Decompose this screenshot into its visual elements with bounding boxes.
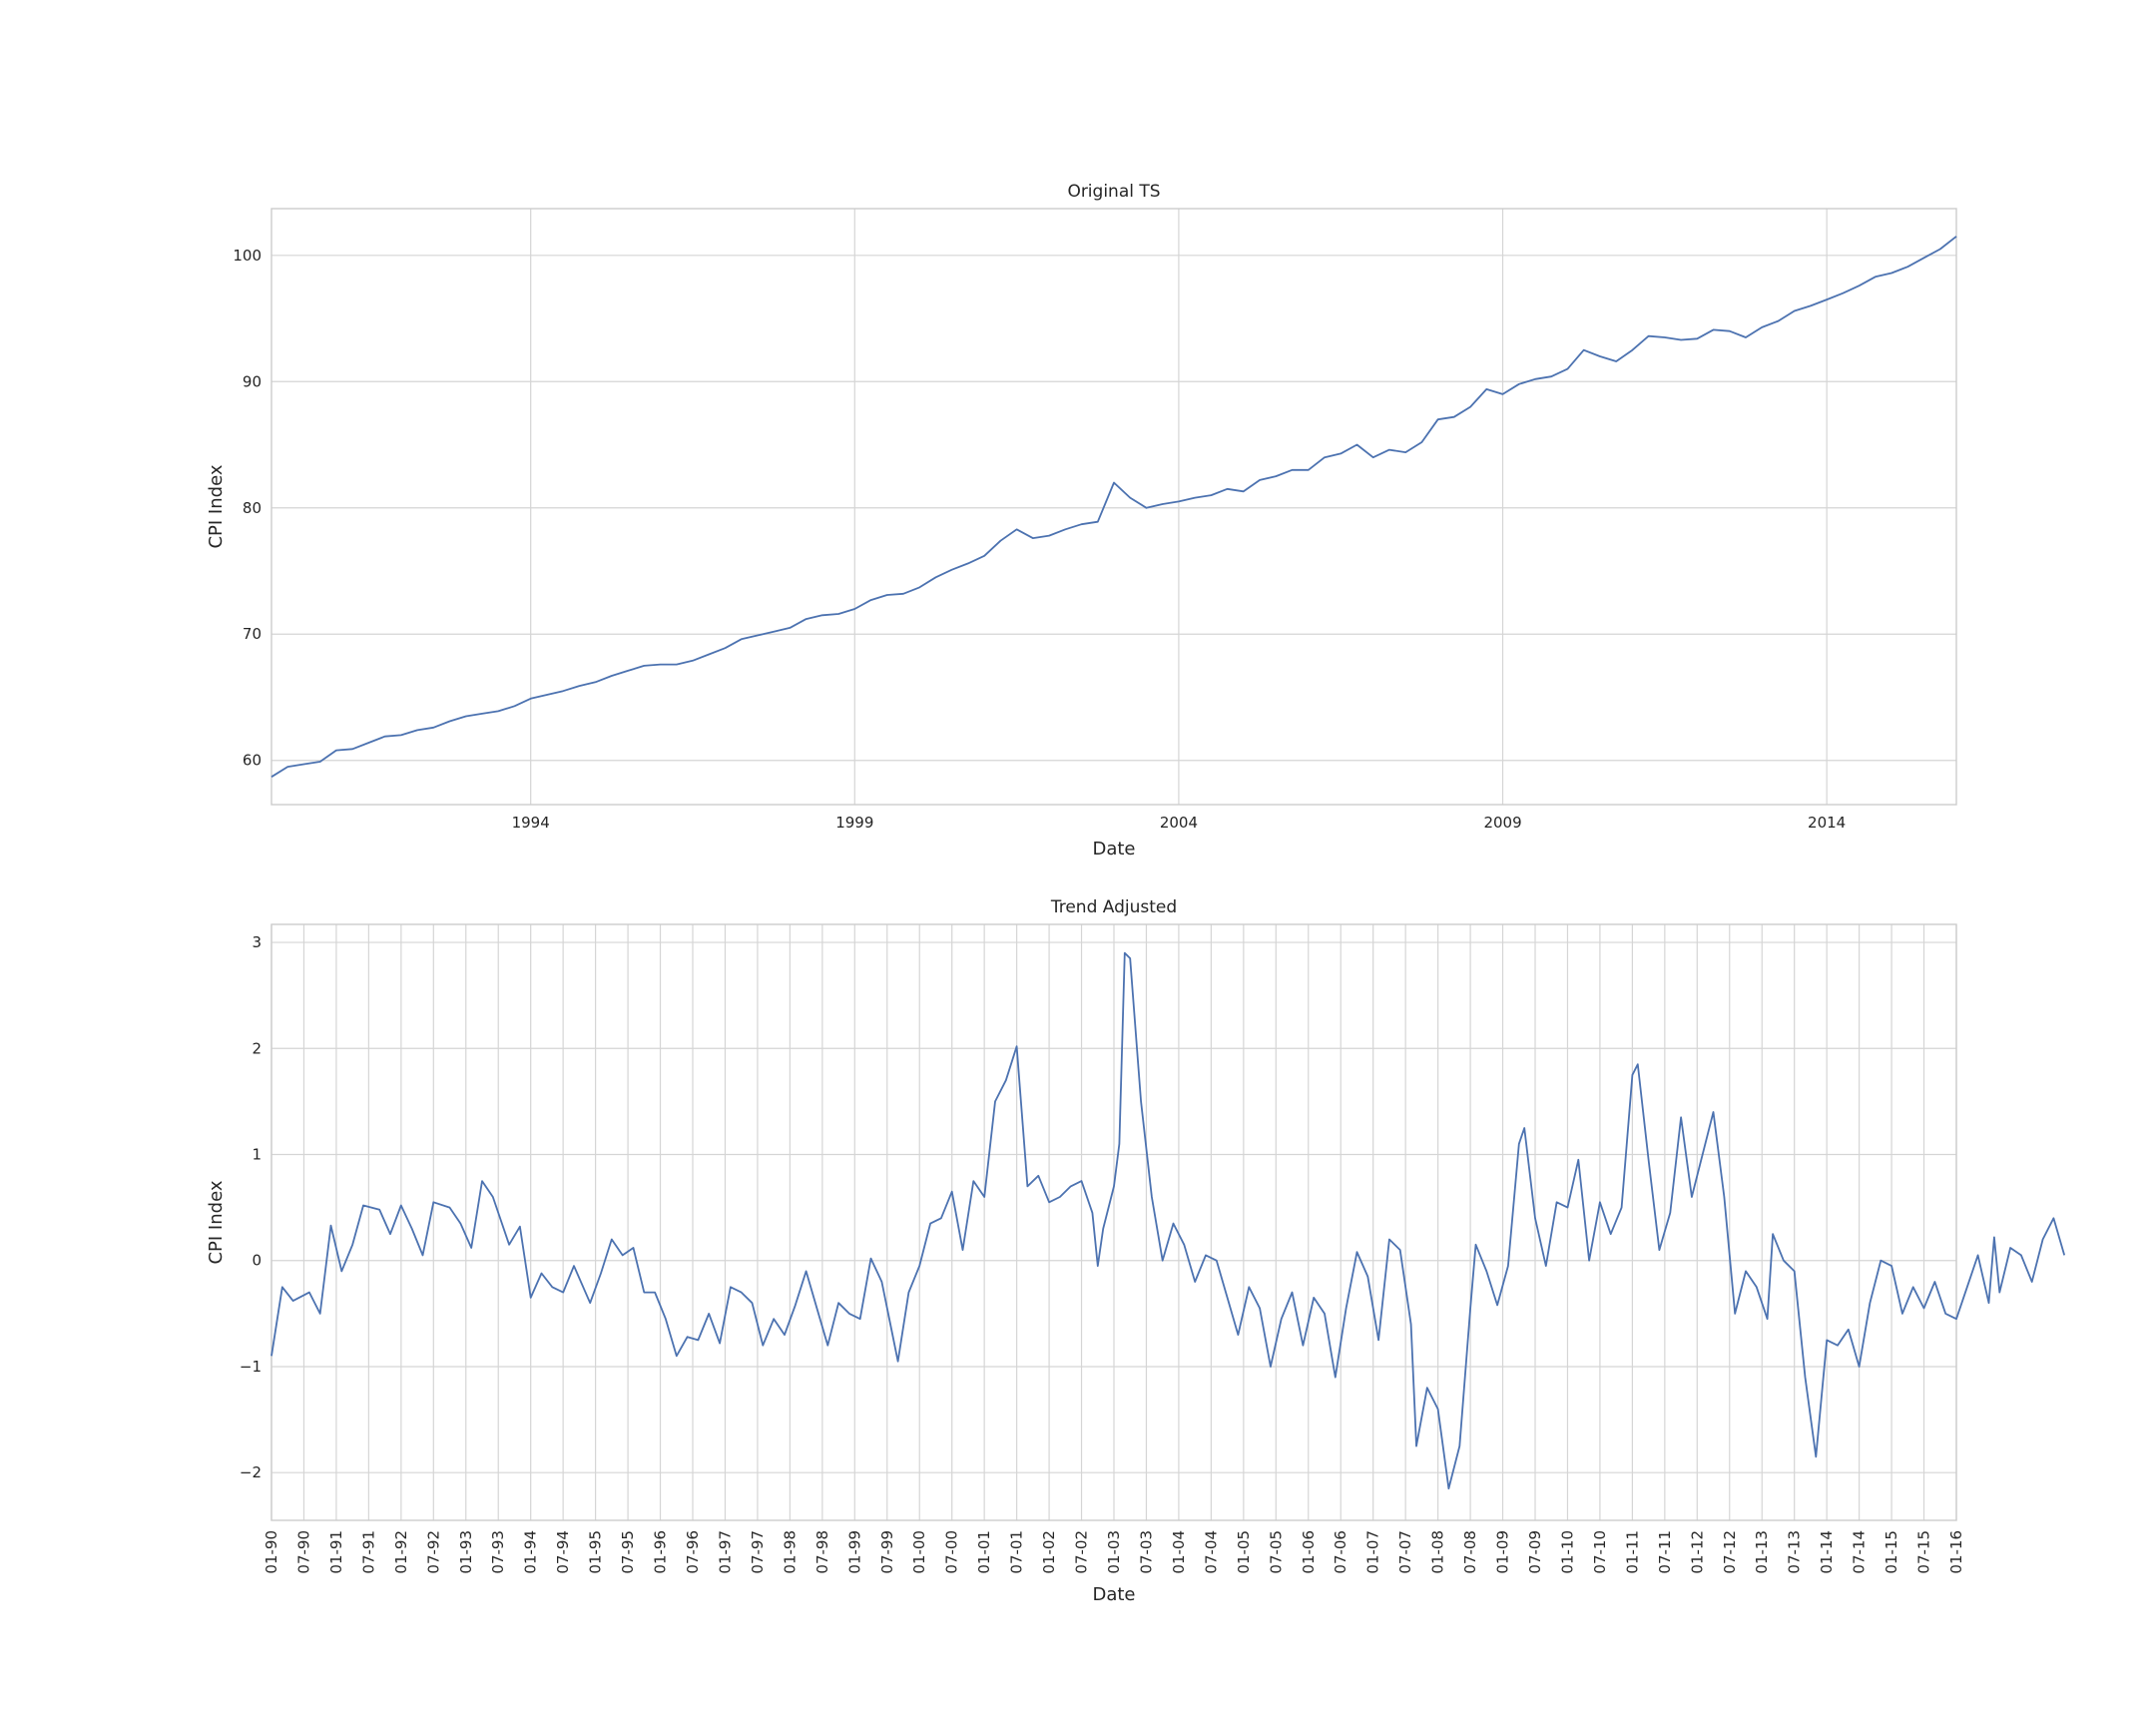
x-tick-label: 2014 bbox=[1808, 814, 1846, 832]
x-tick-label: 07-14 bbox=[1851, 1530, 1869, 1574]
x-tick-label: 07-12 bbox=[1721, 1530, 1739, 1574]
y-tick-label: 100 bbox=[233, 247, 262, 265]
x-tick-label: 07-92 bbox=[424, 1530, 442, 1574]
x-tick-label: 2009 bbox=[1483, 814, 1521, 832]
x-tick-label: 01-02 bbox=[1040, 1530, 1058, 1574]
y-tick-label: −2 bbox=[240, 1463, 262, 1481]
x-tick-label: 07-05 bbox=[1267, 1530, 1285, 1574]
x-tick-label: 07-03 bbox=[1137, 1530, 1155, 1574]
x-tick-label: 07-13 bbox=[1786, 1530, 1804, 1574]
y-axis-label: CPI Index bbox=[206, 1180, 227, 1264]
x-axis-label: Date bbox=[1092, 1584, 1135, 1605]
x-tick-label: 01-96 bbox=[652, 1530, 670, 1574]
x-tick-label: 01-08 bbox=[1429, 1530, 1447, 1574]
x-tick-label: 07-15 bbox=[1915, 1530, 1933, 1574]
plot-frame bbox=[270, 923, 1957, 1521]
x-tick-label: 07-96 bbox=[684, 1530, 702, 1574]
x-tick-label: 07-94 bbox=[554, 1530, 572, 1574]
y-tick-label: 70 bbox=[243, 625, 262, 643]
x-tick-label: 01-97 bbox=[716, 1530, 734, 1574]
x-tick-label: 01-95 bbox=[587, 1530, 605, 1574]
x-tick-label: 07-97 bbox=[749, 1530, 767, 1574]
x-tick-label: 07-07 bbox=[1396, 1530, 1414, 1574]
x-tick-label: 01-03 bbox=[1105, 1530, 1123, 1574]
x-tick-label: 01-04 bbox=[1170, 1530, 1188, 1574]
y-axis-label: CPI Index bbox=[206, 464, 227, 548]
plot-frame bbox=[270, 208, 1957, 806]
x-tick-label: 01-07 bbox=[1364, 1530, 1382, 1574]
y-tick-label: 90 bbox=[243, 372, 262, 390]
x-tick-label: 01-15 bbox=[1883, 1530, 1900, 1574]
x-tick-label: 01-12 bbox=[1688, 1530, 1706, 1574]
series-line bbox=[270, 951, 2066, 1489]
x-tick-label: 07-99 bbox=[878, 1530, 896, 1574]
x-tick-label: 01-13 bbox=[1753, 1530, 1771, 1574]
x-tick-label: 07-09 bbox=[1526, 1530, 1544, 1574]
y-tick-label: 0 bbox=[252, 1252, 262, 1270]
x-tick-label: 01-05 bbox=[1235, 1530, 1253, 1574]
x-tick-label: 07-11 bbox=[1656, 1530, 1674, 1574]
x-tick-label: 01-01 bbox=[975, 1530, 993, 1574]
x-tick-label: 07-08 bbox=[1461, 1530, 1479, 1574]
x-tick-label: 07-93 bbox=[489, 1530, 507, 1574]
y-tick-label: 1 bbox=[252, 1146, 262, 1164]
x-tick-label: 01-92 bbox=[392, 1530, 410, 1574]
x-tick-label: 07-04 bbox=[1202, 1530, 1220, 1574]
chart-title: Trend Adjusted bbox=[1050, 897, 1177, 917]
x-tick-label: 07-00 bbox=[943, 1530, 961, 1574]
x-tick-label: 07-10 bbox=[1591, 1530, 1609, 1574]
x-tick-label: 01-00 bbox=[910, 1530, 928, 1574]
x-tick-label: 01-98 bbox=[781, 1530, 799, 1574]
x-tick-label: 07-91 bbox=[359, 1530, 377, 1574]
x-tick-label: 01-99 bbox=[845, 1530, 863, 1574]
x-tick-label: 01-06 bbox=[1300, 1530, 1318, 1574]
x-tick-label: 01-91 bbox=[327, 1530, 345, 1574]
x-tick-label: 07-90 bbox=[294, 1530, 312, 1574]
x-axis-label: Date bbox=[1092, 839, 1135, 860]
x-tick-label: 01-90 bbox=[263, 1530, 280, 1574]
chart-2: −2 −1 0 1 2 3 01-90 07-90 01-91 07-91 01-92 07-92 01… bbox=[206, 897, 2066, 1605]
chart-1: 60 70 80 90 100 1994 1999 2004 2009 2014 Original … bbox=[206, 182, 1957, 860]
x-tick-label: 01-09 bbox=[1494, 1530, 1512, 1574]
x-tick-label: 1999 bbox=[835, 814, 873, 832]
x-tick-label: 07-06 bbox=[1332, 1530, 1349, 1574]
y-tick-label: −1 bbox=[240, 1358, 262, 1376]
chart-title: Original TS bbox=[1067, 182, 1160, 202]
x-tick-label: 01-93 bbox=[457, 1530, 475, 1574]
x-tick-label: 07-95 bbox=[619, 1530, 637, 1574]
series-line bbox=[270, 236, 1957, 778]
x-tick-label: 2004 bbox=[1160, 814, 1198, 832]
y-tick-label: 60 bbox=[243, 752, 262, 770]
y-tick-label: 3 bbox=[252, 933, 262, 951]
x-tick-label: 07-02 bbox=[1073, 1530, 1091, 1574]
x-tick-label: 07-98 bbox=[813, 1530, 831, 1574]
y-tick-label: 2 bbox=[252, 1039, 262, 1057]
x-tick-label: 01-11 bbox=[1623, 1530, 1641, 1574]
x-tick-label: 1994 bbox=[512, 814, 550, 832]
x-tick-label: 01-16 bbox=[1947, 1530, 1965, 1574]
x-tick-label: 01-10 bbox=[1558, 1530, 1576, 1574]
x-tick-label: 01-94 bbox=[522, 1530, 540, 1574]
x-tick-label: 07-01 bbox=[1008, 1530, 1026, 1574]
x-tick-label: 01-14 bbox=[1818, 1530, 1836, 1574]
y-tick-label: 80 bbox=[243, 499, 262, 517]
